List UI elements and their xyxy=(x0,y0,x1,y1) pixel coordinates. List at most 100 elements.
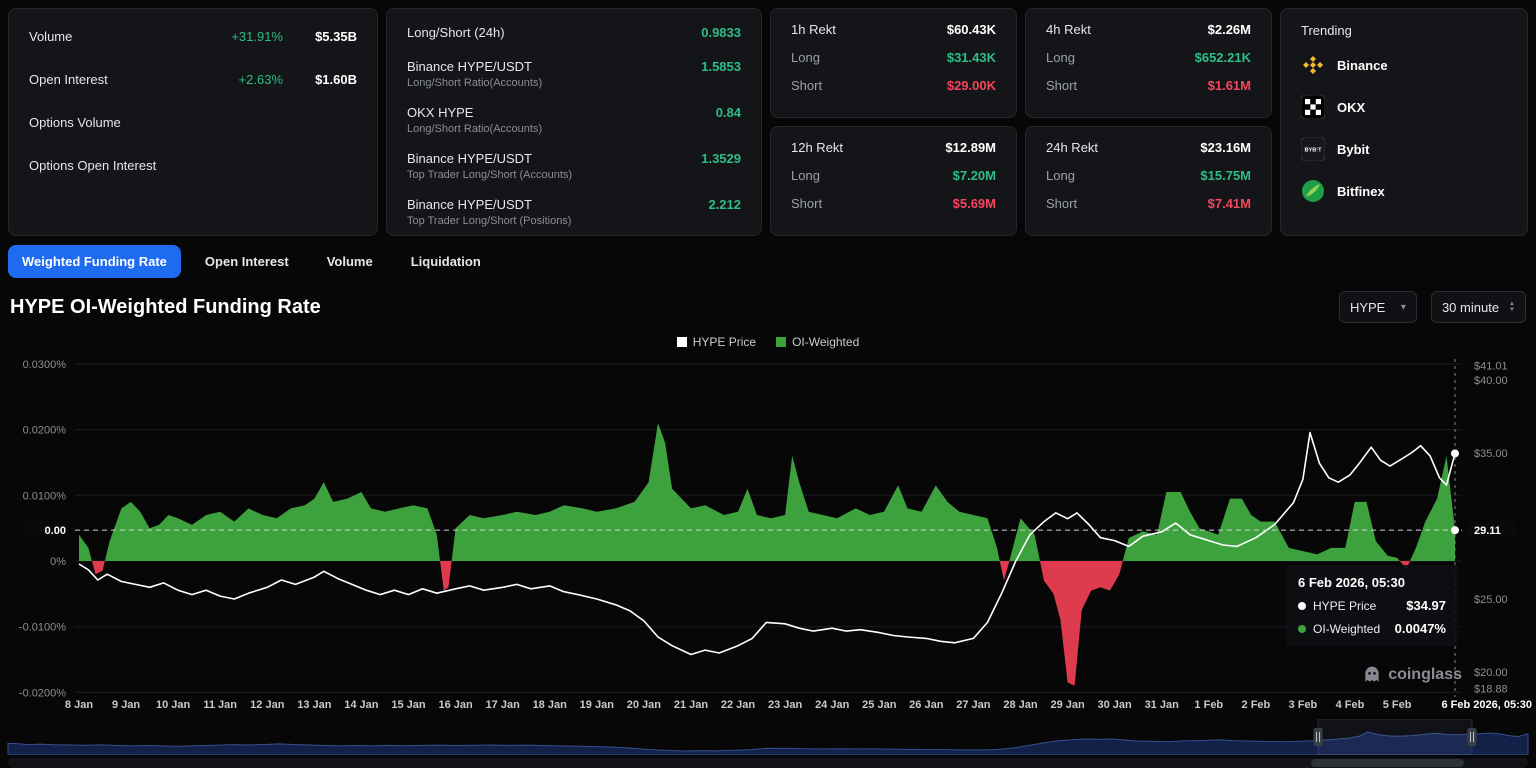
x-axis-label: 21 Jan xyxy=(674,699,709,711)
tooltip-value: $34.97 xyxy=(1406,598,1446,613)
legend-item-oi-weighted[interactable]: OI-Weighted xyxy=(776,335,859,349)
rekt-short-value: $5.69M xyxy=(953,196,996,211)
x-axis-label: 1 Feb xyxy=(1194,699,1223,711)
ratio-title: OKX HYPE xyxy=(407,105,542,120)
ratio-title: Long/Short (24h) xyxy=(407,25,505,40)
rekt-long-value: $15.75M xyxy=(1200,168,1251,183)
y-axis-label-left: -0.0100% xyxy=(19,622,66,634)
trending-item-label: OKX xyxy=(1337,100,1365,115)
x-axis-label: 17 Jan xyxy=(486,699,521,711)
ratio-subtitle: Long/Short Ratio(Accounts) xyxy=(407,123,542,135)
y-axis-label-right: $18.88 xyxy=(1474,683,1508,695)
rekt-panel-24h: 24h Rekt $23.16M Long $15.75M Short $7.4… xyxy=(1025,126,1272,236)
x-axis-label: 19 Jan xyxy=(580,699,615,711)
rekt-long-value: $31.43K xyxy=(947,50,996,65)
legend-item-price[interactable]: HYPE Price xyxy=(677,335,756,349)
ratio-subtitle: Top Trader Long/Short (Positions) xyxy=(407,215,571,227)
trending-item-okx[interactable]: OKX xyxy=(1301,86,1507,128)
ratio-value: 2.212 xyxy=(708,197,741,212)
ratio-value: 0.84 xyxy=(716,105,741,120)
rekt-short-value: $29.00K xyxy=(947,78,996,93)
y-axis-label-left: 0.0100% xyxy=(23,490,67,502)
x-axis-label: 25 Jan xyxy=(862,699,897,711)
stat-label: Volume xyxy=(29,29,72,44)
y-axis-label-right: $40.00 xyxy=(1474,375,1508,387)
x-axis-label: 16 Jan xyxy=(438,699,473,711)
tab-volume[interactable]: Volume xyxy=(313,245,387,278)
x-axis-label: 31 Jan xyxy=(1145,699,1180,711)
tab-weighted-funding-rate[interactable]: Weighted Funding Rate xyxy=(8,245,181,278)
long-label: Long xyxy=(791,50,820,65)
rekt-panel-1h: 1h Rekt $60.43K Long $31.43K Short $29.0… xyxy=(770,8,1017,118)
x-axis-label: 18 Jan xyxy=(533,699,568,711)
y-axis-label-right: $25.00 xyxy=(1474,594,1508,606)
x-axis-label: 24 Jan xyxy=(815,699,850,711)
stat-row-open-interest: Open Interest +2.63% $1.60B xyxy=(29,58,357,101)
bitfinex-icon xyxy=(1301,179,1325,203)
symbol-select[interactable]: HYPE ▾ xyxy=(1339,291,1417,323)
funding-current-badge: 0.00 xyxy=(45,525,66,537)
trending-title: Trending xyxy=(1301,23,1507,38)
x-axis-label: 13 Jan xyxy=(297,699,332,711)
ratio-title: Binance HYPE/USDT xyxy=(407,197,571,212)
trending-item-bybit[interactable]: BYB!T Bybit xyxy=(1301,128,1507,170)
legend-label: OI-Weighted xyxy=(792,335,859,349)
funding-rate-chart[interactable]: 0.0300%0.0200%0.0100%0%-0.0100%-0.0200%$… xyxy=(0,351,1536,719)
rekt-title: 12h Rekt xyxy=(791,140,843,155)
rekt-total: $12.89M xyxy=(945,140,996,155)
short-label: Short xyxy=(1046,78,1077,93)
ratio-title: Binance HYPE/USDT xyxy=(407,151,572,166)
rekt-total: $23.16M xyxy=(1200,140,1251,155)
coinglass-dashboard: Volume +31.91% $5.35B Open Interest +2.6… xyxy=(0,0,1536,768)
interval-select[interactable]: 30 minute ▲▼ xyxy=(1431,291,1526,323)
chart-navigator[interactable] xyxy=(0,719,1536,755)
short-label: Short xyxy=(1046,196,1077,211)
okx-icon xyxy=(1301,95,1325,119)
stat-row-options-open-interest: Options Open Interest xyxy=(29,144,357,187)
navigator-handle-right[interactable] xyxy=(1468,728,1477,746)
tab-open-interest[interactable]: Open Interest xyxy=(191,245,303,278)
navigator-handle-left[interactable] xyxy=(1314,728,1323,746)
rekt-long-value: $652.21K xyxy=(1195,50,1251,65)
ghost-icon xyxy=(1362,665,1382,685)
chart-legend: HYPE Price OI-Weighted xyxy=(0,333,1536,351)
legend-swatch-green xyxy=(776,337,786,347)
x-axis-label: 15 Jan xyxy=(391,699,426,711)
ratio-row: Binance HYPE/USDT Top Trader Long/Short … xyxy=(407,143,741,189)
chart-tooltip: 6 Feb 2026, 05:30 HYPE Price $34.97 OI-W… xyxy=(1286,565,1458,646)
stat-label: Open Interest xyxy=(29,72,108,87)
rekt-panel-4h: 4h Rekt $2.26M Long $652.21K Short $1.61… xyxy=(1025,8,1272,118)
ratio-value: 0.9833 xyxy=(701,25,741,40)
x-axis-label: 14 Jan xyxy=(344,699,379,711)
trending-item-label: Binance xyxy=(1337,58,1388,73)
short-label: Short xyxy=(791,196,822,211)
trending-item-bitfinex[interactable]: Bitfinex xyxy=(1301,170,1507,212)
right-current-badge: 29.11 xyxy=(1474,525,1501,537)
watermark-text: coinglass xyxy=(1388,666,1462,684)
x-axis-label: 5 Feb xyxy=(1383,699,1412,711)
x-axis-label: 2 Feb xyxy=(1242,699,1271,711)
ratio-subtitle: Long/Short Ratio(Accounts) xyxy=(407,77,542,89)
chevron-down-icon: ▾ xyxy=(1401,302,1406,313)
ratio-value: 1.5853 xyxy=(701,59,741,74)
interval-select-value: 30 minute xyxy=(1442,300,1499,315)
price-dot-icon xyxy=(1298,602,1306,610)
ratio-row: Binance HYPE/USDT Long/Short Ratio(Accou… xyxy=(407,51,741,97)
ratio-subtitle: Top Trader Long/Short (Accounts) xyxy=(407,169,572,181)
x-axis-label: 27 Jan xyxy=(956,699,991,711)
y-axis-label-left: 0.0300% xyxy=(23,359,67,371)
trending-item-binance[interactable]: Binance xyxy=(1301,44,1507,86)
stat-value: $1.60B xyxy=(305,72,357,87)
x-axis-label: 8 Jan xyxy=(65,699,93,711)
navigator-window[interactable] xyxy=(1318,719,1472,755)
funding-last-dot xyxy=(1451,526,1459,534)
tab-liquidation[interactable]: Liquidation xyxy=(397,245,495,278)
scrollbar-thumb[interactable] xyxy=(1311,759,1465,767)
rekt-panels-grid: 1h Rekt $60.43K Long $31.43K Short $29.0… xyxy=(770,8,1272,236)
long-label: Long xyxy=(1046,168,1075,183)
tooltip-value: 0.0047% xyxy=(1395,621,1446,636)
trending-item-label: Bitfinex xyxy=(1337,184,1385,199)
ratio-row: OKX HYPE Long/Short Ratio(Accounts) 0.84 xyxy=(407,97,741,143)
bybit-icon: BYB!T xyxy=(1301,137,1325,161)
chart-tabs: Weighted Funding Rate Open Interest Volu… xyxy=(0,236,1536,287)
